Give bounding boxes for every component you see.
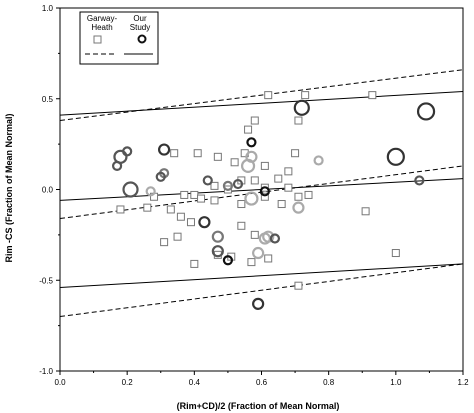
- y-tick-label-0: -1.0: [39, 367, 53, 376]
- circle-point-13: [202, 175, 213, 186]
- circle-point-14: [232, 178, 244, 190]
- square-point-44: [264, 254, 273, 263]
- square-point-28: [294, 192, 303, 201]
- circle-point-29: [222, 255, 234, 266]
- x-tick-label-0: 0.0: [54, 378, 66, 387]
- square-point-38: [173, 232, 182, 241]
- circle-point-19: [244, 191, 259, 206]
- square-point-1: [294, 116, 303, 125]
- square-point-20: [180, 190, 189, 199]
- square-point-29: [304, 190, 313, 199]
- square-point-24: [237, 200, 246, 209]
- legend-label-garway-heath-0: Garway-: [87, 14, 118, 23]
- circle-point-21: [292, 201, 305, 214]
- line-our-study-4: [59, 90, 464, 116]
- legend-label-our-study-0: Our: [133, 14, 147, 23]
- data-points: [111, 91, 436, 310]
- circle-point-22: [198, 216, 211, 229]
- line-our-study-5: [59, 263, 464, 289]
- circle-point-5: [158, 143, 171, 156]
- circle-point-23: [211, 230, 224, 243]
- circle-point-27: [211, 245, 224, 258]
- square-point-46: [391, 249, 400, 258]
- square-point-3: [264, 91, 273, 100]
- circle-point-30: [252, 297, 265, 310]
- square-point-27: [277, 200, 286, 209]
- circle-point-25: [258, 232, 271, 245]
- square-point-5: [244, 125, 253, 134]
- square-point-47: [294, 281, 303, 290]
- x-tick-label-1: 0.2: [122, 378, 134, 387]
- legend-square-marker: [93, 35, 102, 44]
- y-axis-title: Rim -CS (Fraction of Mean Normal): [4, 113, 14, 262]
- axes: 0.0 0.2 0.4 0.6 0.8 1.0 1.2 -1.0 -0.5 0.0 0.5 1.0: [39, 4, 469, 387]
- square-point-23: [210, 196, 219, 205]
- square-point-12: [260, 161, 269, 170]
- square-point-33: [166, 205, 175, 214]
- circle-point-2: [386, 147, 405, 166]
- x-tick-label-6: 1.2: [457, 378, 469, 387]
- square-point-43: [247, 258, 256, 267]
- square-point-31: [116, 205, 125, 214]
- circle-point-1: [416, 102, 436, 121]
- circle-point-0: [293, 99, 310, 116]
- square-point-8: [193, 149, 202, 158]
- legend-label-garway-heath-1: Heath: [91, 23, 112, 32]
- square-point-45: [361, 207, 370, 216]
- square-point-7: [170, 149, 179, 158]
- circle-point-12: [155, 171, 166, 182]
- line-garway-heath-1: [59, 69, 464, 122]
- circle-point-15: [222, 180, 234, 191]
- square-point-17: [260, 192, 269, 201]
- square-point-34: [176, 212, 185, 221]
- square-point-15: [250, 176, 259, 185]
- x-tick-label-2: 0.4: [189, 378, 201, 387]
- square-point-39: [160, 238, 169, 247]
- circle-point-4: [122, 146, 133, 157]
- x-tick-label-3: 0.6: [256, 378, 268, 387]
- square-point-40: [190, 259, 199, 268]
- square-point-37: [250, 230, 259, 239]
- x-tick-label-4: 0.8: [323, 378, 335, 387]
- circle-point-17: [145, 186, 156, 197]
- square-point-2: [301, 91, 310, 100]
- square-point-4: [368, 91, 377, 100]
- square-point-6: [291, 149, 300, 158]
- circle-point-10: [240, 158, 256, 174]
- x-tick-label-5: 1.0: [390, 378, 402, 387]
- y-tick-label-1: -0.5: [39, 276, 53, 285]
- circle-point-18: [259, 186, 270, 197]
- square-point-22: [197, 194, 206, 203]
- circle-point-20: [414, 175, 425, 186]
- square-point-35: [186, 218, 195, 227]
- y-tick-label-3: 0.5: [42, 95, 54, 104]
- line-garway-heath-2: [59, 263, 464, 318]
- circle-point-9: [313, 155, 324, 166]
- circle-point-7: [246, 137, 257, 148]
- circle-point-28: [252, 246, 265, 260]
- circle-point-16: [122, 181, 139, 198]
- square-point-21: [190, 190, 199, 199]
- square-point-19: [210, 181, 219, 190]
- legend-label-our-study-1: Study: [130, 23, 150, 32]
- square-point-36: [237, 221, 246, 230]
- legend-circle-marker: [137, 34, 147, 44]
- square-point-32: [143, 203, 152, 212]
- square-point-9: [213, 152, 222, 161]
- square-point-10: [230, 158, 239, 167]
- square-point-0: [250, 116, 259, 125]
- circle-point-6: [111, 160, 123, 172]
- y-tick-label-4: 1.0: [42, 4, 54, 13]
- square-point-16: [274, 174, 283, 183]
- x-axis-title: (Rim+CD)/2 (Fraction of Mean Normal): [177, 401, 340, 411]
- y-tick-label-2: 0.0: [42, 186, 54, 195]
- square-point-26: [284, 183, 293, 192]
- square-point-13: [284, 167, 293, 176]
- circle-point-26: [269, 233, 281, 244]
